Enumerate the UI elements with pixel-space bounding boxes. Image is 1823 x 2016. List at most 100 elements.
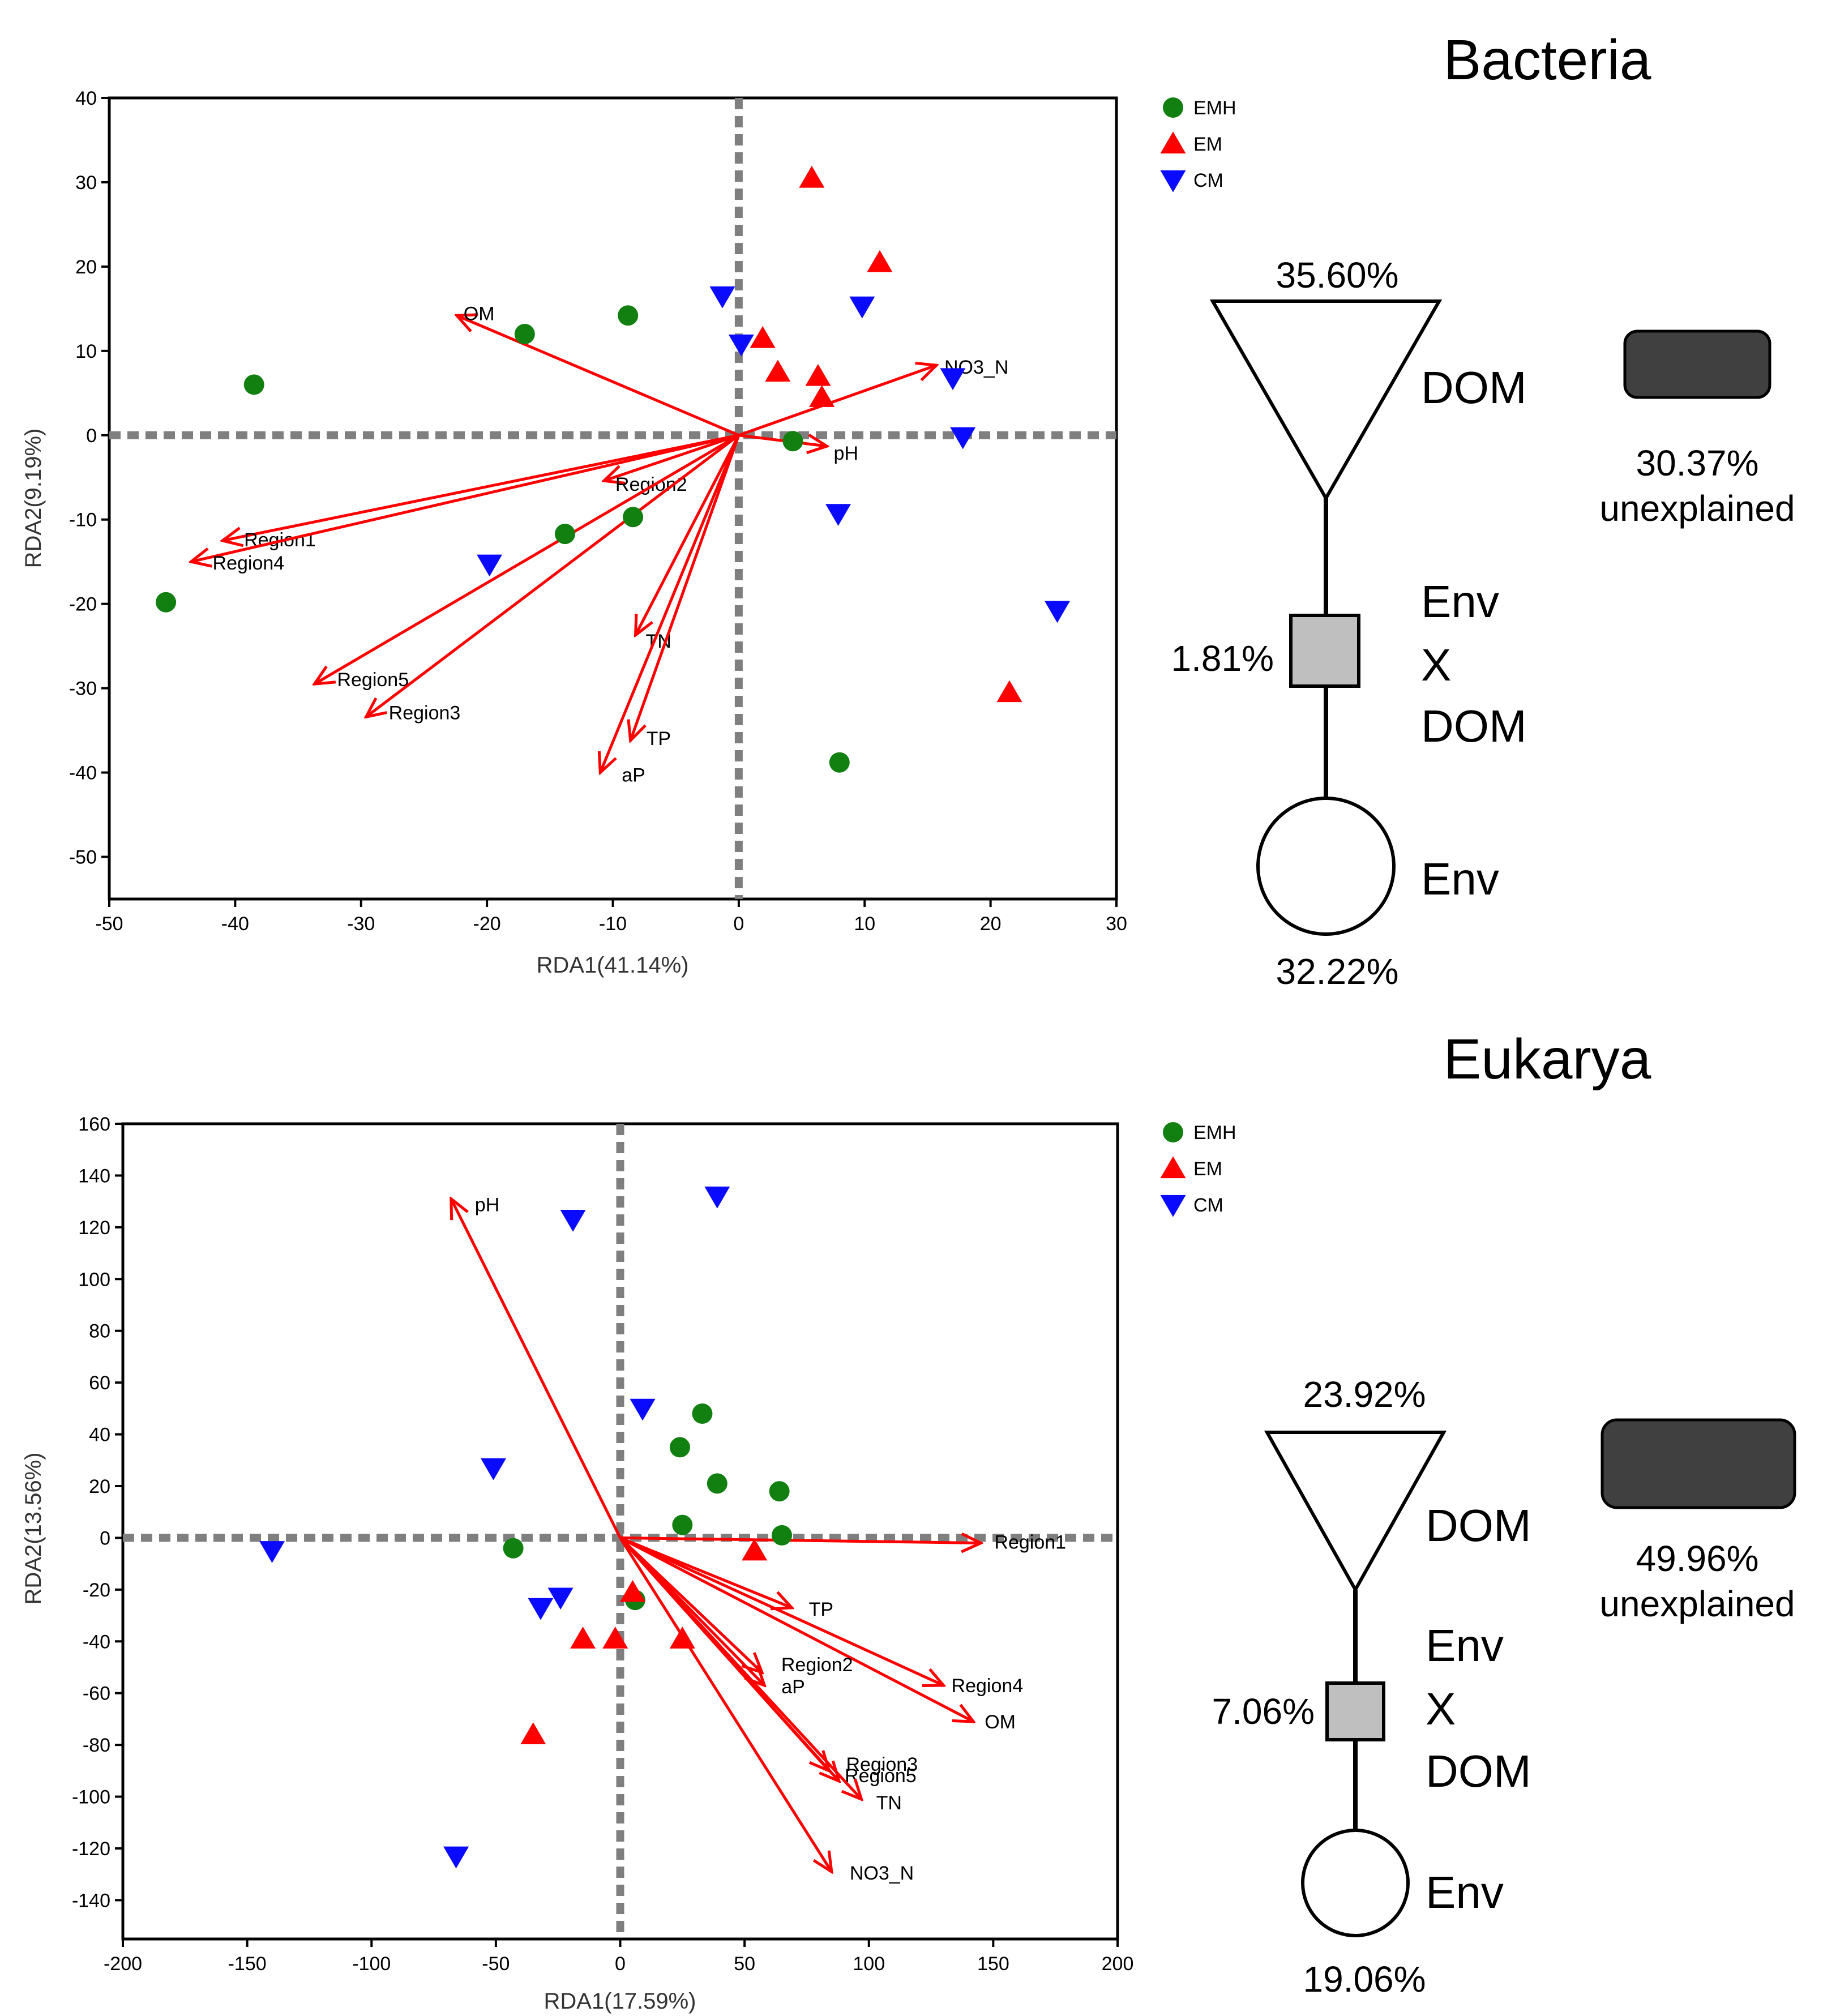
eukarya-point-cm: [560, 1210, 586, 1232]
bacteria-legend: EMH EM CM: [1160, 97, 1236, 192]
eukarya-env-pct: 19.06%: [1303, 1959, 1426, 2000]
bacteria-x-tick-label: -10: [599, 913, 627, 935]
eukarya-point-em: [669, 1627, 695, 1649]
bacteria-arrow-label: Region3: [389, 702, 461, 724]
eukarya-point-cm: [259, 1541, 285, 1563]
eukarya-point-cm: [547, 1587, 574, 1610]
eukarya-y-tick-label: 120: [78, 1217, 110, 1239]
bacteria-point-emh: [514, 324, 535, 345]
eukarya-x-tick-label: -50: [482, 1953, 510, 1975]
eukarya-y-tick-label: 40: [89, 1424, 110, 1446]
bacteria-arrow-label: aP: [622, 765, 645, 786]
bacteria-y-tick-label: 10: [75, 341, 97, 362]
bacteria-arrow-tn: [636, 434, 741, 635]
eukarya-arrow-region4: [619, 1536, 944, 1685]
eukarya-y-tick-label: -60: [83, 1683, 110, 1705]
eukarya-y-tick-label: 60: [89, 1372, 110, 1394]
eukarya-point-cm: [480, 1458, 506, 1480]
eukarya-arrow-om: [619, 1536, 974, 1722]
bacteria-y-tick-label: 40: [75, 88, 97, 109]
bacteria-point-cm: [849, 296, 875, 319]
bacteria-env-label: Env: [1421, 854, 1499, 904]
eukarya-point-emh: [769, 1481, 790, 1502]
eukarya-point-emh: [772, 1525, 793, 1546]
eukarya-point-em: [742, 1538, 768, 1561]
bacteria-x-tick-label: -50: [95, 913, 123, 935]
bacteria-arrow-label: TP: [647, 728, 671, 750]
bacteria-interaction-pct: 1.81%: [1171, 638, 1274, 679]
bacteria-point-cm: [728, 334, 754, 357]
eukarya-arrow-no3_n: [619, 1537, 832, 1872]
eukarya-arrow-region1: [620, 1538, 981, 1543]
bacteria-env-pct: 32.22%: [1276, 951, 1398, 992]
bacteria-y-axis-title: RDA2(9.19%): [21, 429, 46, 568]
eukarya-y-axis-title: RDA2(13.56%): [21, 1452, 46, 1604]
eukarya-env-label: Env: [1426, 1867, 1504, 1917]
eukarya-x-tick-label: 0: [615, 1953, 626, 1975]
eukarya-rda-plot: -200 -150 -100 -50 0 50 100 150 200-140-120-100-…: [21, 1114, 1236, 2014]
bacteria-point-em: [867, 250, 893, 272]
eukarya-unexplained-box: [1601, 1418, 1796, 1509]
bacteria-point-em: [799, 165, 825, 188]
bacteria-arrow-region1: [222, 434, 739, 541]
bacteria-arrow-label: OM: [464, 303, 495, 324]
bacteria-interaction-dom: DOM: [1421, 701, 1527, 751]
bacteria-unexplained-pct: 30.37%: [1636, 443, 1758, 483]
eukarya-variance-partition: 23.92% DOM 7.06% Env X DOM Env 19.06% 49…: [1212, 1374, 1796, 2000]
bacteria-arrow-label: Region4: [213, 553, 285, 574]
bacteria-y-tick-label: -20: [69, 594, 97, 615]
eukarya-interaction-box: [1325, 1681, 1385, 1741]
bacteria-zero-lines: [109, 98, 1116, 899]
eukarya-legend-marker-em: [1160, 1156, 1186, 1179]
eukarya-legend: EMH EM CM: [1160, 1122, 1236, 1217]
bacteria-interaction-x: X: [1421, 640, 1451, 690]
bacteria-x-tick-label: 0: [733, 913, 744, 935]
eukarya-point-em: [570, 1627, 596, 1649]
eukarya-unexplained-pct: 49.96%: [1636, 1538, 1758, 1579]
bacteria-unexplained-label: unexplained: [1599, 488, 1795, 529]
bacteria-arrow-label: Region5: [337, 669, 409, 691]
eukarya-point-cm: [528, 1598, 554, 1620]
eukarya-panel-title: Eukarya: [1444, 1028, 1651, 1091]
eukarya-point-emh: [672, 1514, 693, 1535]
bacteria-dom-pct: 35.60%: [1276, 255, 1398, 296]
eukarya-arrow-label: Region2: [781, 1654, 853, 1676]
bacteria-y-tick-label: 20: [75, 256, 97, 278]
eukarya-arrow-ph: [451, 1199, 622, 1539]
eukarya-env-circle: [1301, 1829, 1410, 1937]
bacteria-arrow-om: [457, 315, 739, 437]
bacteria-legend-label: EM: [1193, 134, 1222, 155]
bacteria-x-tick-label: -40: [221, 913, 249, 935]
bacteria-point-emh: [782, 431, 803, 452]
eukarya-x-tick-label: 200: [1102, 1953, 1134, 1975]
bacteria-interaction-box: [1289, 614, 1360, 688]
bacteria-arrow-region3: [366, 434, 740, 717]
eukarya-legend-label: CM: [1193, 1195, 1223, 1216]
bacteria-point-em: [765, 359, 791, 382]
eukarya-y-tick-label: -120: [72, 1838, 110, 1860]
eukarya-point-emh: [692, 1403, 713, 1424]
eukarya-arrow-label: OM: [985, 1711, 1016, 1733]
bacteria-interaction-env: Env: [1421, 576, 1499, 627]
eukarya-legend-marker-cm: [1160, 1195, 1186, 1217]
bacteria-points: [156, 165, 1070, 773]
eukarya-interaction-x: X: [1426, 1684, 1456, 1734]
bacteria-y-tick-label: -10: [69, 510, 97, 531]
eukarya-axis-ticks: -200 -150 -100 -50 0 50 100 150 200-140-120-100-…: [72, 1114, 1133, 1975]
eukarya-y-tick-label: -40: [83, 1631, 110, 1653]
bacteria-x-tick-label: -20: [473, 913, 501, 935]
eukarya-point-emh: [669, 1437, 690, 1458]
bacteria-x-tick-label: -30: [347, 913, 375, 935]
eukarya-x-tick-label: 150: [977, 1953, 1009, 1975]
eukarya-interaction-pct: 7.06%: [1212, 1691, 1315, 1732]
bacteria-y-tick-label: 30: [75, 172, 97, 194]
bacteria-dom-label: DOM: [1421, 362, 1527, 413]
eukarya-y-tick-label: -80: [83, 1735, 110, 1756]
bacteria-arrow-ap: [600, 434, 741, 773]
bacteria-legend-marker-em: [1160, 131, 1186, 154]
bacteria-point-emh: [554, 524, 575, 545]
eukarya-dom-triangle: [1264, 1431, 1447, 1594]
bacteria-unexplained-box: [1623, 329, 1771, 399]
eukarya-x-tick-label: -100: [352, 1953, 391, 1975]
